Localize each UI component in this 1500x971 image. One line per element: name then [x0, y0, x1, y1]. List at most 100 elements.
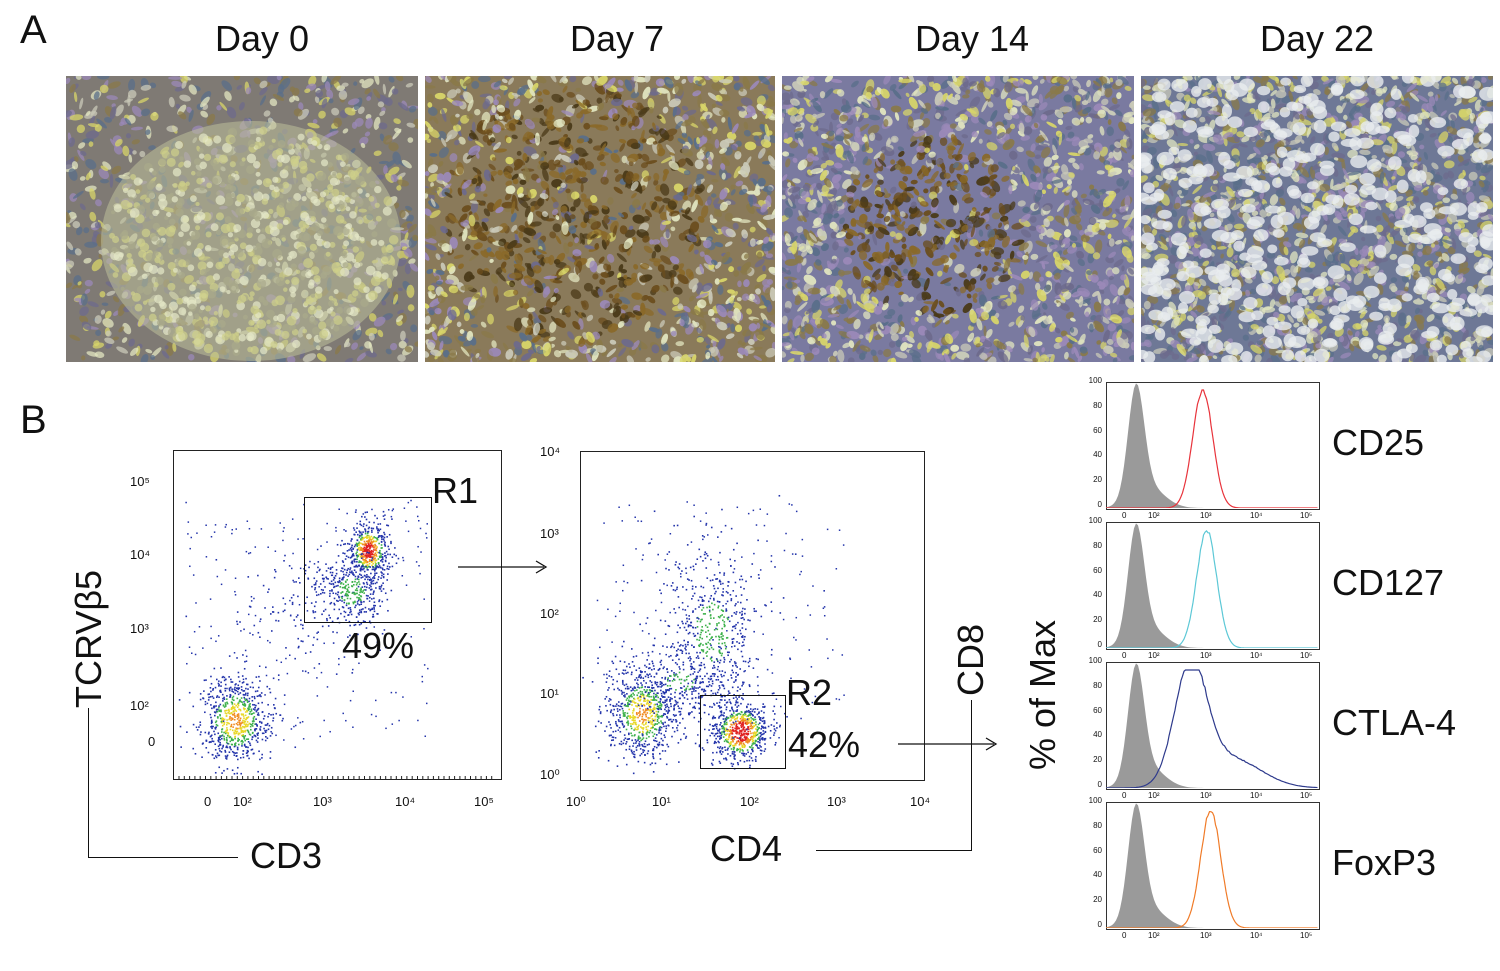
cell-mark — [817, 228, 828, 241]
cell-mark — [643, 245, 653, 254]
cell-mark — [440, 262, 446, 271]
cell-mark — [756, 322, 761, 329]
cell-mark — [199, 161, 207, 170]
cell-mark — [209, 326, 218, 334]
cell-mark — [130, 291, 136, 296]
cell-mark — [627, 105, 631, 116]
cell-mark — [328, 295, 334, 301]
cell-mark — [756, 103, 765, 112]
cell-mark — [512, 178, 519, 185]
cell-mark — [381, 272, 389, 280]
cell-mark — [425, 251, 430, 261]
cell-mark — [393, 118, 401, 124]
cell-mark — [651, 344, 660, 354]
cell-mark — [631, 272, 638, 279]
cell-mark — [425, 121, 433, 130]
cell-mark — [224, 216, 232, 224]
cell-mark — [743, 162, 751, 174]
cell-mark — [661, 220, 672, 225]
cell-mark — [317, 171, 327, 181]
cell-mark — [1023, 358, 1033, 362]
cell-mark — [323, 144, 331, 151]
cell-mark — [697, 216, 705, 223]
cell-mark — [360, 298, 369, 308]
cell-mark — [1035, 254, 1048, 263]
cell-mark — [645, 357, 651, 362]
cell-mark — [428, 116, 434, 122]
cell-mark — [1038, 93, 1043, 104]
cell-mark — [384, 315, 391, 321]
cell-mark — [200, 91, 212, 103]
cell-mark — [326, 130, 339, 137]
cell-mark — [846, 118, 854, 126]
cell-mark — [94, 315, 102, 324]
cell-mark — [151, 170, 157, 176]
cell-mark — [527, 318, 534, 326]
cell-mark — [291, 200, 299, 208]
cell-mark — [575, 87, 582, 93]
cell-mark — [694, 194, 704, 206]
cell-mark — [474, 212, 479, 221]
day-label-22: Day 22 — [1259, 18, 1375, 59]
cell-mark — [491, 340, 497, 349]
cell-mark — [730, 144, 738, 151]
cell-mark — [309, 243, 317, 251]
cell-mark — [407, 304, 415, 312]
cell-mark — [561, 221, 569, 235]
cell-mark — [79, 306, 89, 316]
cell-mark — [475, 352, 480, 359]
cell-mark — [388, 166, 400, 176]
cell-mark — [84, 241, 98, 248]
cell-mark — [381, 300, 387, 306]
cell-mark — [531, 82, 539, 93]
cell-mark — [357, 188, 363, 194]
cell-mark — [199, 289, 209, 299]
cell-mark — [142, 300, 148, 305]
cell-mark — [661, 156, 673, 164]
cell-mark — [531, 336, 541, 343]
cell-mark — [277, 161, 283, 167]
cell-mark — [289, 286, 297, 294]
cell-mark — [721, 156, 730, 167]
cell-mark — [540, 162, 550, 170]
cell-mark — [363, 286, 370, 293]
cell-mark — [614, 169, 619, 174]
cell-mark — [551, 93, 564, 103]
cell-mark — [735, 324, 743, 332]
cell-mark — [382, 206, 392, 216]
cell-mark — [524, 247, 535, 253]
cell-mark — [682, 306, 691, 313]
cell-mark — [653, 172, 660, 181]
cell-mark — [127, 258, 133, 264]
cell-mark — [409, 263, 418, 272]
cell-mark — [631, 115, 640, 127]
cell-mark — [710, 346, 719, 357]
cell-mark — [505, 349, 514, 360]
cell-mark — [105, 330, 112, 337]
cell-mark — [961, 193, 971, 201]
cell-mark — [446, 89, 458, 99]
cell-mark — [152, 222, 161, 231]
cell-mark — [601, 349, 608, 357]
cell-mark — [427, 342, 436, 351]
cell-mark — [614, 293, 620, 299]
cell-mark — [511, 134, 518, 140]
cell-mark — [462, 227, 468, 242]
cell-mark — [318, 110, 326, 119]
cell-mark — [872, 233, 878, 246]
cell-mark — [1003, 112, 1013, 121]
cell-mark — [321, 98, 328, 109]
cell-mark — [861, 242, 871, 253]
cell-mark — [1020, 135, 1030, 141]
cell-mark — [157, 267, 165, 275]
day-label-14: Day 14 — [914, 18, 1030, 59]
cell-mark — [434, 92, 446, 100]
cell-mark — [179, 76, 188, 84]
cell-mark — [749, 293, 756, 300]
cell-mark — [159, 166, 166, 173]
cell-mark — [406, 284, 415, 298]
cell-mark — [212, 162, 222, 171]
cell-mark — [523, 275, 534, 286]
cell-mark — [434, 307, 442, 315]
cell-mark — [659, 285, 667, 293]
